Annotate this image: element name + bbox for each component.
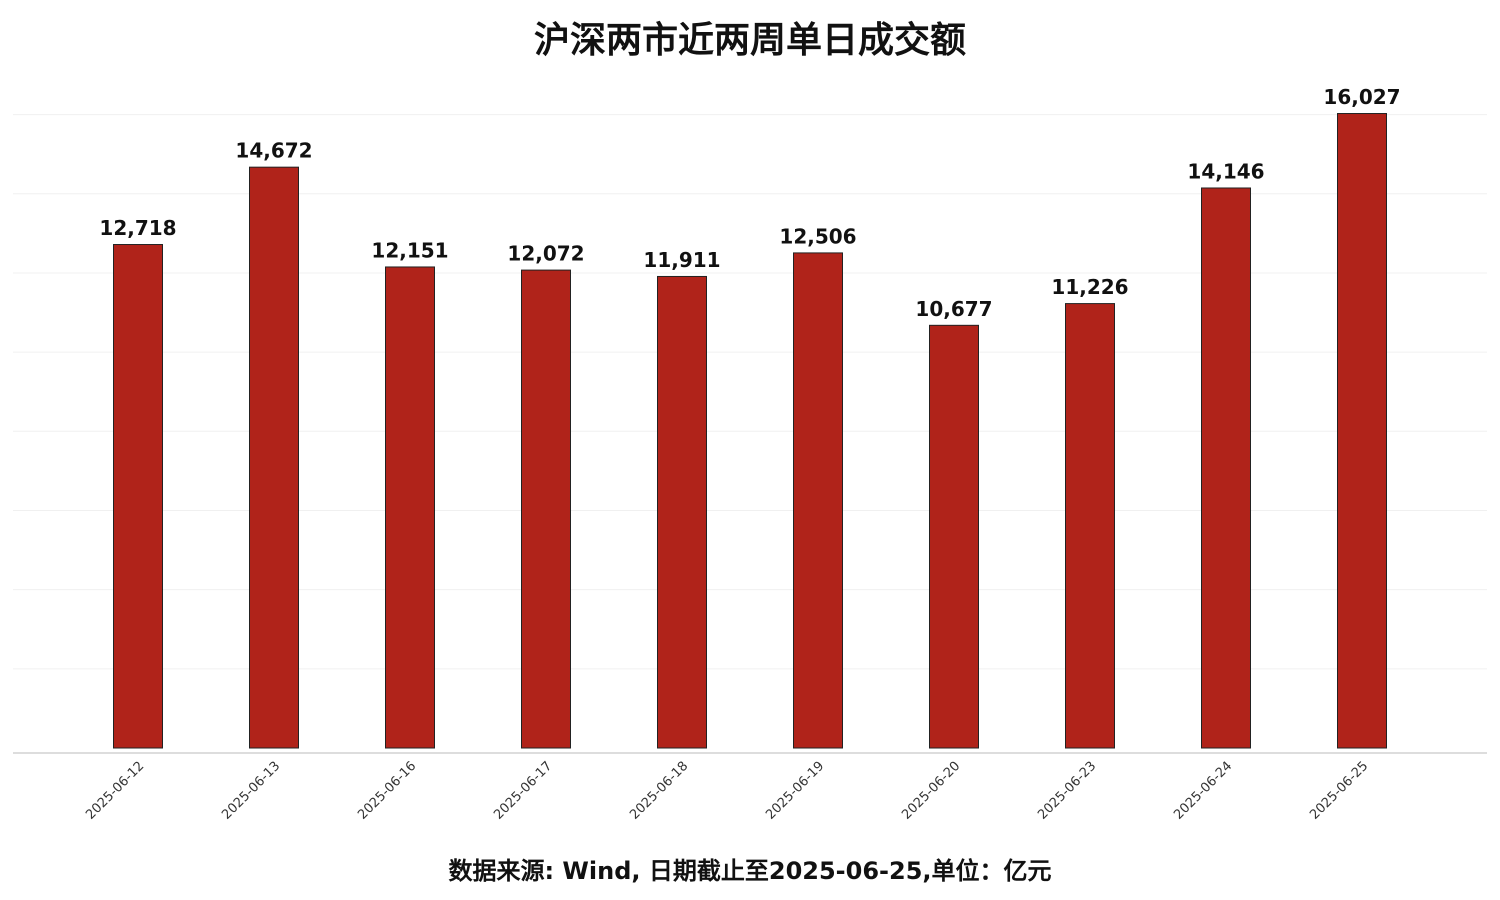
x-tick-label: 2025-06-19	[763, 759, 827, 823]
bar	[521, 269, 571, 749]
x-tick-label: 2025-06-18	[627, 759, 691, 823]
value-label: 11,911	[643, 248, 720, 272]
value-label: 16,027	[1323, 85, 1400, 109]
bar	[1201, 187, 1251, 749]
x-tick-label: 2025-06-13	[219, 759, 283, 823]
value-label: 12,506	[779, 224, 856, 248]
chart-title: 沪深两市近两周单日成交额	[534, 19, 966, 61]
value-label: 12,718	[99, 216, 176, 240]
bar	[929, 324, 979, 749]
x-tick-label: 2025-06-24	[1171, 759, 1235, 823]
chart-footer: 数据来源: Wind, 日期截止至2025-06-25,单位：亿元	[448, 857, 1051, 885]
x-tick-label: 2025-06-16	[355, 759, 419, 823]
x-tick-label: 2025-06-20	[899, 759, 963, 823]
bar	[113, 244, 163, 749]
x-tick-label: 2025-06-25	[1307, 759, 1371, 823]
bar	[249, 166, 299, 749]
bar	[385, 266, 435, 749]
value-label: 10,677	[915, 297, 992, 321]
value-label: 12,151	[371, 238, 448, 262]
bar	[657, 275, 707, 749]
x-tick-label: 2025-06-23	[1035, 759, 1099, 823]
value-label: 14,672	[235, 139, 312, 163]
bar	[1337, 113, 1387, 749]
value-label: 12,072	[507, 242, 584, 266]
x-tick-label: 2025-06-12	[83, 759, 147, 823]
value-label: 11,226	[1051, 275, 1128, 299]
x-tick-label: 2025-06-17	[491, 759, 555, 823]
bar	[793, 252, 843, 749]
value-label: 14,146	[1187, 159, 1264, 183]
bar	[1065, 303, 1115, 749]
